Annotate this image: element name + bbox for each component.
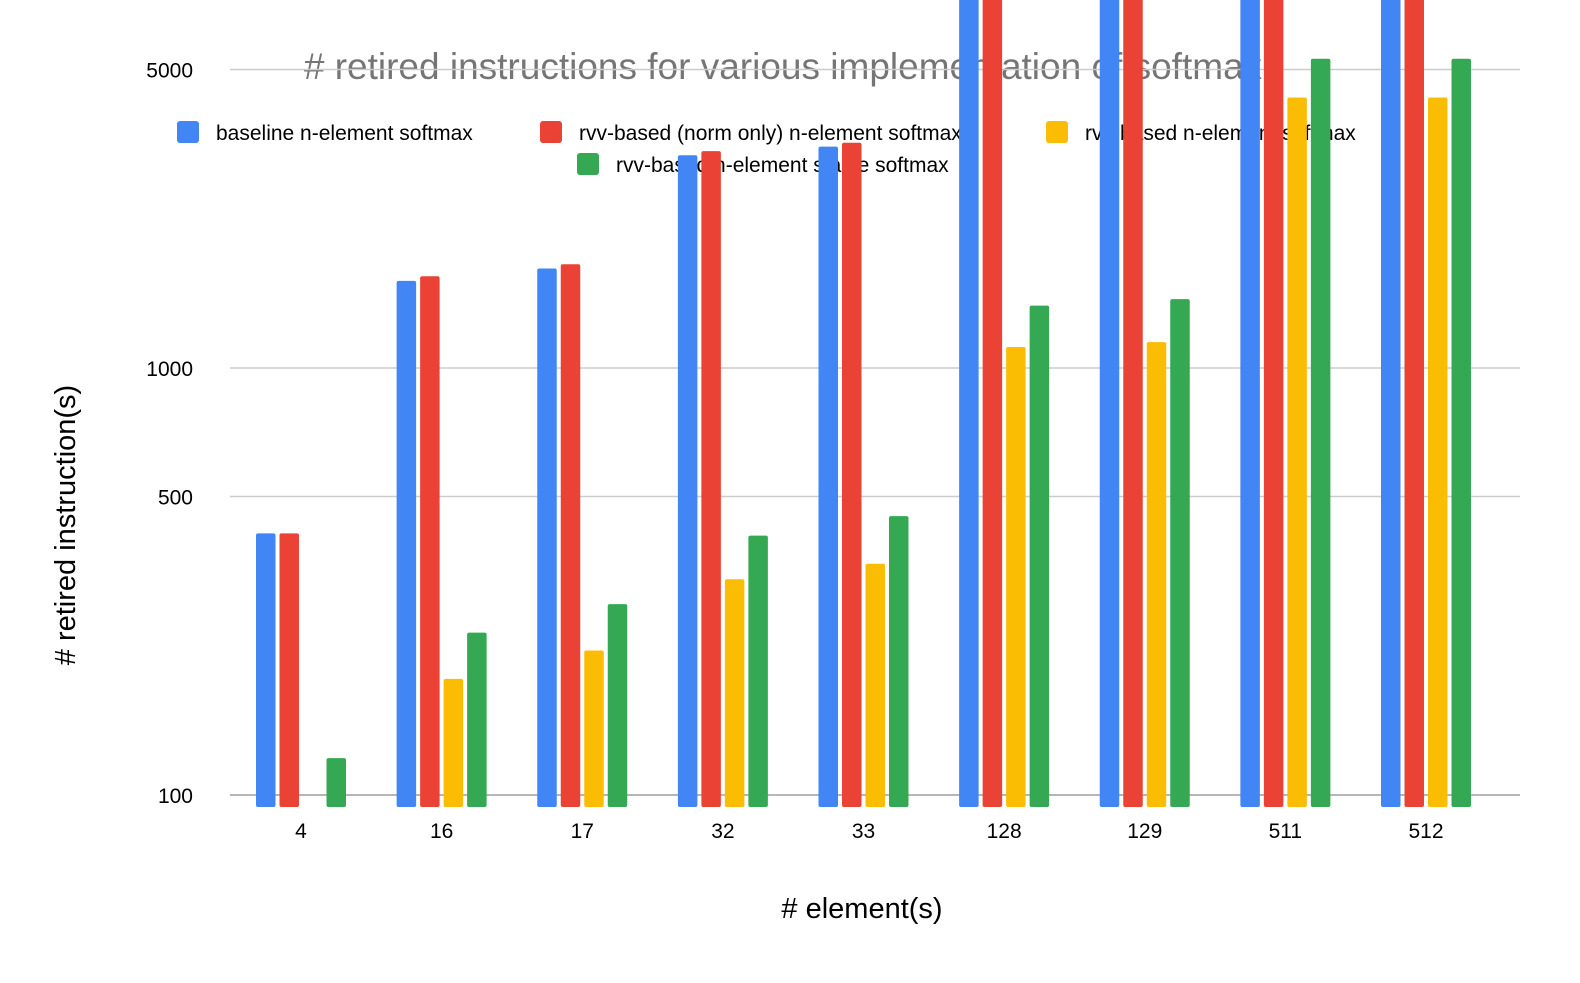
x-tick-label: 32 [711,820,734,843]
bar [607,604,628,807]
bar [1123,0,1143,807]
bar [1099,0,1120,807]
bar [584,650,604,807]
bar [1240,0,1260,807]
legend-swatch [1046,121,1068,143]
legend-label: rvv-based n-element stable softmax [616,154,949,177]
bar [1287,97,1307,807]
legend: baseline n-element softmax rvv-based (nor… [177,121,1356,177]
bar [1310,58,1331,808]
y-tick-label: 500 [158,487,193,510]
bar [1381,0,1401,807]
x-tick-label: 128 [987,820,1022,843]
y-tick-label: 5000 [146,60,193,83]
bar [560,264,581,807]
y-axis-label: # retired instruction(s) [50,385,82,665]
bar [842,142,862,807]
x-tick-label: 129 [1127,820,1162,843]
bar [1428,97,1448,807]
bar [677,155,698,808]
legend-swatch [540,121,562,143]
bar [537,268,557,808]
bar [818,146,838,807]
bar [1404,0,1424,807]
legend-swatch [177,121,199,143]
bar [396,280,417,807]
bar [1029,305,1050,807]
bar [889,516,909,807]
legend-label: baseline n-element softmax [216,122,473,145]
y-axis-ticks: 1005001000500010000 [146,60,193,808]
bar [982,0,1003,807]
bar [279,533,299,807]
x-axis-label: # element(s) [781,893,942,925]
legend-swatch [577,153,599,175]
bar [701,151,721,808]
legend-label: rvv-based (norm only) n-element softmax [579,122,962,145]
bar [443,678,464,807]
bar [1146,342,1167,807]
x-tick-label: 511 [1269,820,1302,843]
bar [326,758,346,807]
y-tick-label: 100 [158,785,193,808]
x-axis-ticks: 4 16 17 32 33 128 129 511 512 [295,820,1443,843]
bar [467,632,487,807]
bar [748,535,768,807]
bar [1263,0,1284,807]
x-tick-label: 512 [1408,820,1443,843]
bar [420,276,440,807]
bars [256,0,1471,808]
bar [724,579,745,807]
bar [865,563,885,807]
bar [1006,346,1026,807]
x-tick-label: 16 [430,820,453,843]
x-tick-label: 17 [571,820,594,843]
y-tick-label: 1000 [146,358,193,381]
bar [256,533,276,807]
x-tick-label: 4 [295,820,307,843]
bar [959,0,979,807]
bar [1170,299,1190,807]
x-tick-label: 33 [852,820,875,843]
bar [1451,58,1471,808]
